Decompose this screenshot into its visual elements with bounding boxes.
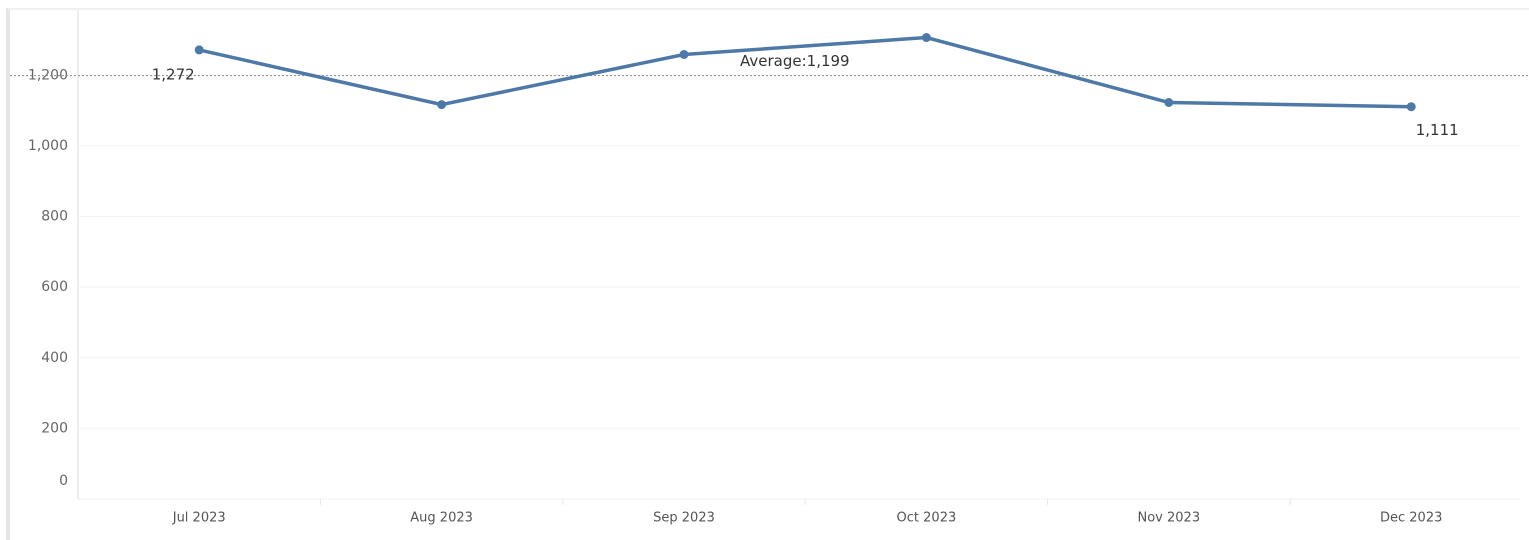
y-tick-label: 800: [41, 209, 68, 225]
x-tick-label: Aug 2023: [410, 511, 473, 526]
point: [437, 100, 447, 110]
point: [1164, 98, 1174, 108]
data-label: 1,272: [152, 65, 195, 83]
x-tick-label: Nov 2023: [1138, 511, 1201, 526]
point: [921, 33, 931, 43]
y-tick-label: 1,000: [28, 138, 68, 154]
y-tick-label: 600: [41, 279, 68, 295]
point: [1406, 102, 1416, 112]
x-tick-label: Dec 2023: [1380, 511, 1442, 526]
y-tick-label: 200: [41, 420, 68, 436]
x-tick-label: Oct 2023: [897, 511, 957, 526]
point: [679, 49, 689, 59]
data-label: 1,111: [1416, 121, 1459, 139]
x-tick-label: Sep 2023: [653, 511, 715, 526]
average-label: Average:1,199: [740, 52, 850, 70]
y-tick-label: 0: [59, 473, 68, 489]
point: [194, 45, 204, 55]
y-tick-label: 400: [41, 350, 68, 366]
x-tick-label: Jul 2023: [172, 511, 226, 526]
series-line: [198, 35, 1412, 109]
